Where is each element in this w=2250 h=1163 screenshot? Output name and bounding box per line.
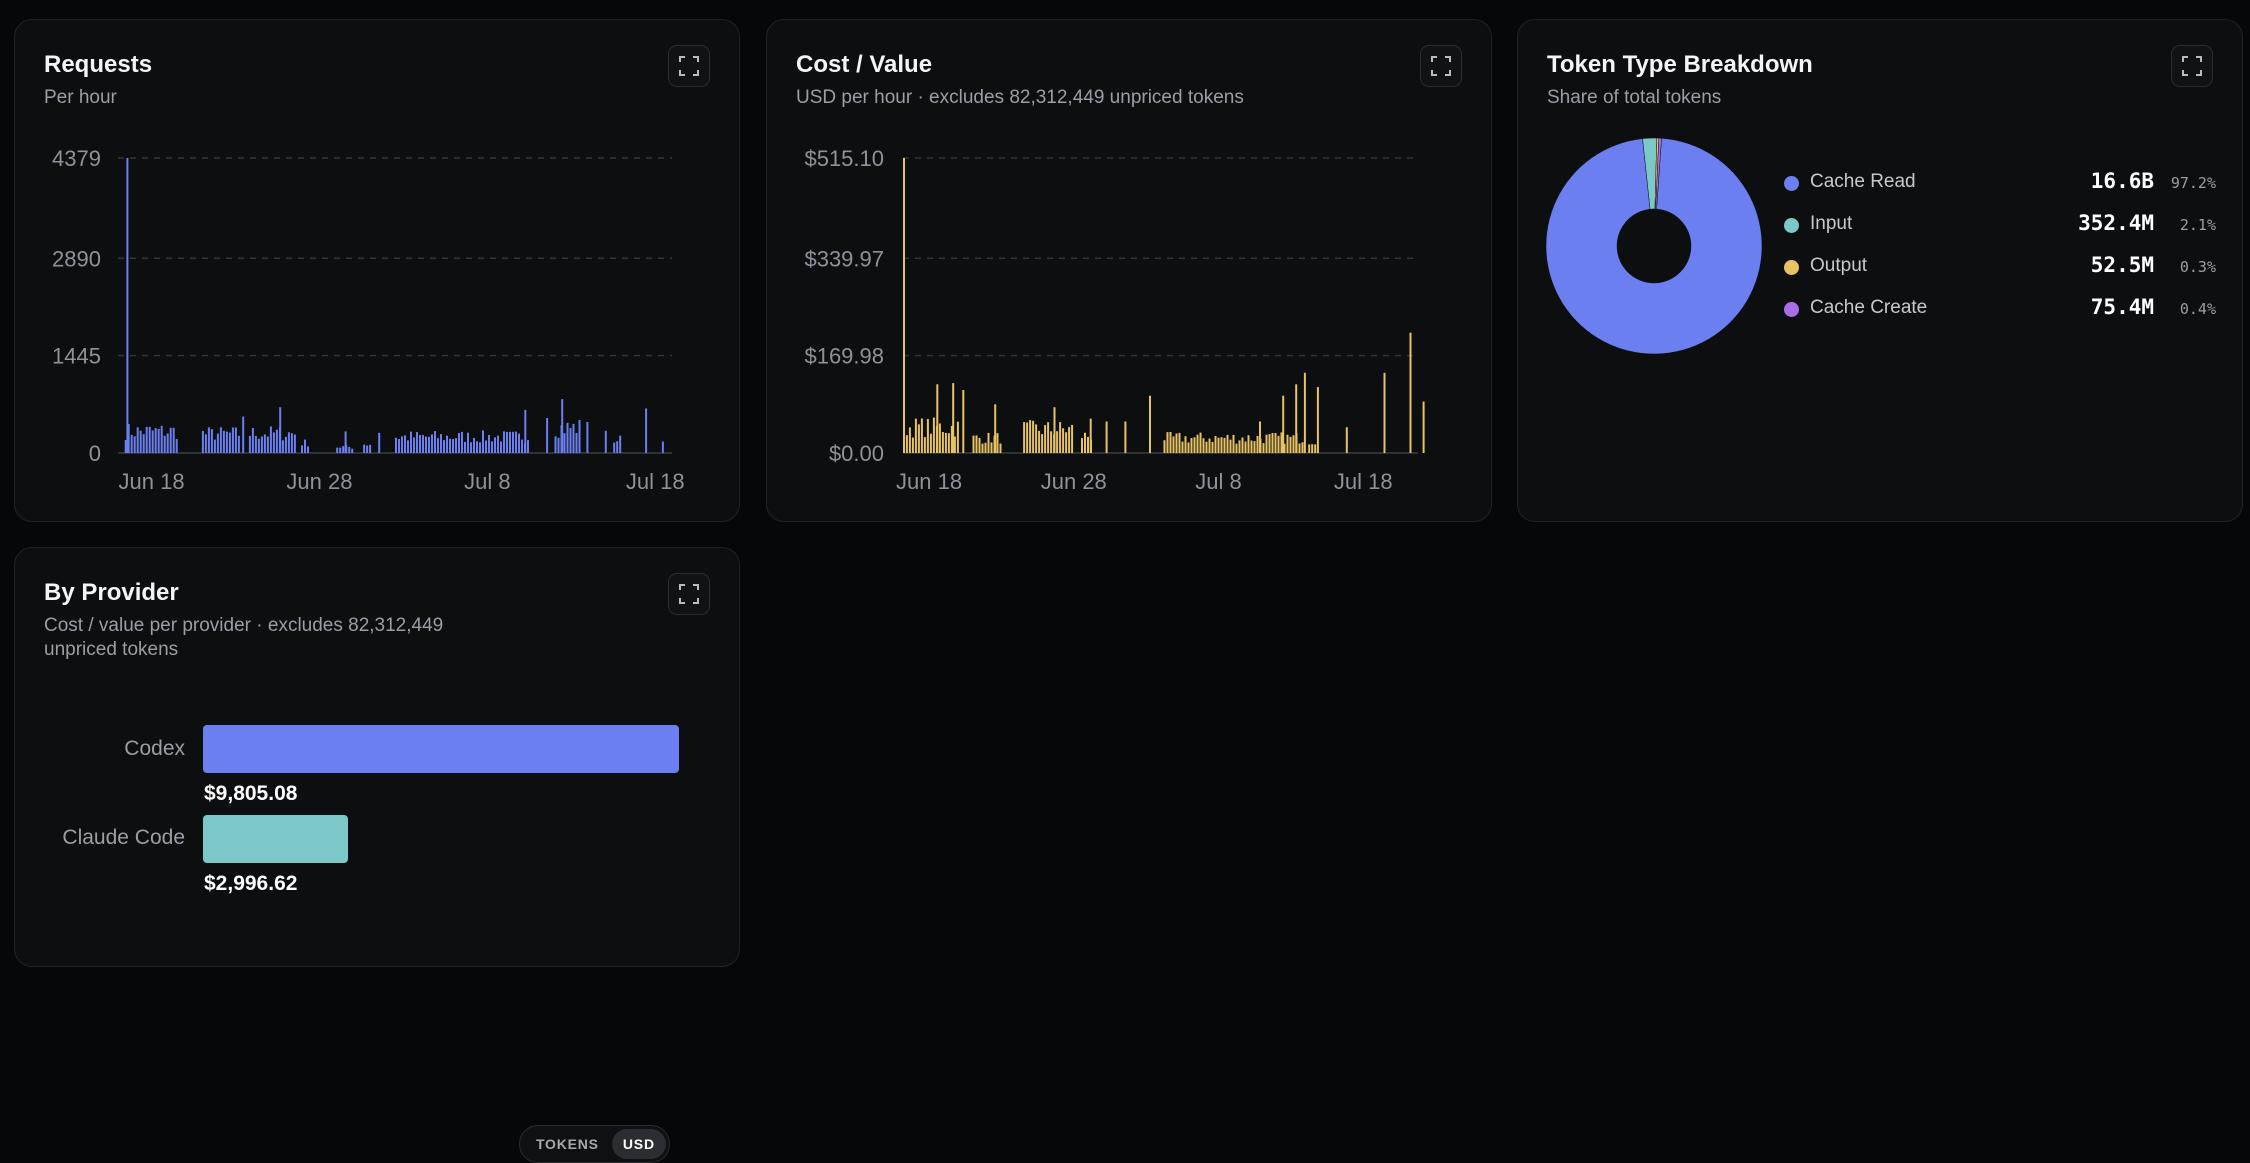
legend-name: Cache Create <box>1810 297 1928 318</box>
legend-name: Input <box>1810 213 1853 234</box>
provider-bar-claude-code[interactable] <box>203 815 349 863</box>
legend-value: 75.4M <box>2090 295 2154 319</box>
token-breakdown-title: Token Type Breakdown <box>1547 51 1813 78</box>
toggle-tokens-button[interactable]: TOKENS <box>535 1136 599 1152</box>
expand-icon <box>1431 56 1451 76</box>
toggle-usd-button[interactable]: USD <box>611 1129 666 1159</box>
cost-title: Cost / Value <box>796 51 933 78</box>
token-legend: Cache Read 16.6B 97.2% Input 352.4M 2.1%… <box>1782 168 2216 336</box>
metric-toggle: TOKENS USD <box>519 1125 670 1163</box>
legend-percent: 97.2% <box>2170 174 2216 192</box>
token-breakdown-expand-button[interactable] <box>2171 45 2213 87</box>
legend-item-cache-create: Cache Create 75.4M 0.4% <box>1782 294 2216 336</box>
provider-value-claude-code: $2,996.62 <box>204 872 298 895</box>
expand-icon <box>679 584 699 604</box>
legend-item-output: Output 52.5M 0.3% <box>1782 252 2216 294</box>
provider-label-claude-code: Claude Code <box>62 826 185 849</box>
expand-icon <box>2182 56 2202 76</box>
cost-subtitle: USD per hour · excludes 82,312,449 unpri… <box>796 87 1244 108</box>
provider-title: By Provider <box>44 579 179 606</box>
legend-value: 52.5M <box>2090 253 2154 277</box>
legend-dot <box>1784 260 1799 275</box>
legend-dot <box>1784 176 1799 191</box>
legend-percent: 2.1% <box>2179 216 2216 234</box>
provider-subtitle: Cost / value per provider · excludes 82,… <box>44 614 443 662</box>
requests-card: Requests Per hour <box>14 19 740 522</box>
legend-dot <box>1784 218 1799 233</box>
cost-card: Cost / Value USD per hour · excludes 82,… <box>766 19 1492 522</box>
legend-value: 16.6B <box>2090 169 2154 193</box>
requests-subtitle: Per hour <box>44 87 117 108</box>
provider-value-codex: $9,805.08 <box>204 782 298 805</box>
legend-dot <box>1784 302 1799 317</box>
legend-percent: 0.3% <box>2179 258 2216 276</box>
requests-expand-button[interactable] <box>668 45 710 87</box>
legend-name: Cache Read <box>1810 171 1916 192</box>
legend-item-cache-read: Cache Read 16.6B 97.2% <box>1782 168 2216 210</box>
legend-name: Output <box>1810 255 1868 276</box>
legend-value: 352.4M <box>2078 211 2154 235</box>
provider-subtitle-line2: unpriced tokens <box>44 639 179 660</box>
provider-expand-button[interactable] <box>668 573 710 615</box>
requests-title: Requests <box>44 51 153 78</box>
provider-bar-codex[interactable] <box>203 725 679 773</box>
token-breakdown-subtitle: Share of total tokens <box>1547 87 1722 108</box>
provider-label-codex: Codex <box>124 737 185 760</box>
cost-expand-button[interactable] <box>1420 45 1462 87</box>
legend-percent: 0.4% <box>2179 300 2216 318</box>
legend-item-input: Input 352.4M 2.1% <box>1782 210 2216 252</box>
provider-subtitle-line1: Cost / value per provider · excludes 82,… <box>44 615 444 636</box>
expand-icon <box>679 56 699 76</box>
